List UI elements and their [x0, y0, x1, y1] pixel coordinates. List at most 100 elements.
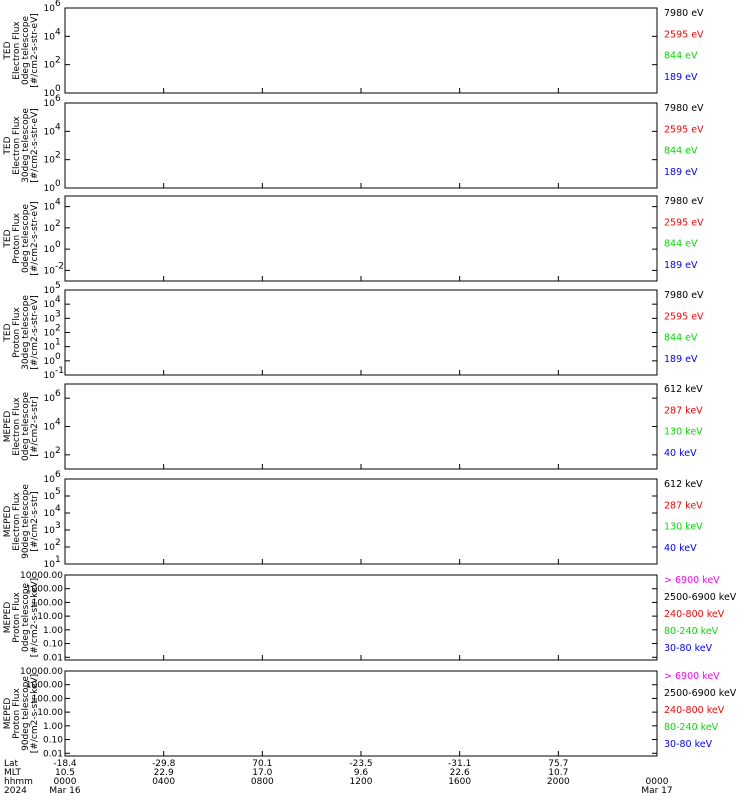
legend-entry: 844 eV	[664, 51, 698, 62]
y-axis-label: TEDProton Flux30deg telescope[#/cm2-s-st…	[3, 295, 40, 370]
y-tick-label: 10	[44, 156, 56, 166]
y-tick-exponent: 4	[55, 198, 61, 208]
y-tick-exponent: 4	[55, 295, 61, 305]
legend-entry: 844 eV	[664, 333, 698, 344]
x-axis-row-label: MLT	[4, 768, 22, 778]
x-tick-label: Mar 16	[49, 786, 81, 796]
y-tick-label: 10	[44, 394, 56, 404]
y-axis-label: TEDElectron Flux30deg telescope[#/cm2-s-…	[3, 108, 40, 183]
x-tick-label: 22.9	[154, 768, 174, 778]
y-tick-label: 10	[44, 509, 56, 519]
x-tick-label: 0800	[251, 777, 274, 787]
y-tick-exponent: 4	[55, 418, 61, 428]
y-tick-exponent: 4	[55, 504, 61, 514]
y-tick-label: 10	[44, 314, 56, 324]
y-tick-exponent: 2	[55, 151, 61, 161]
y-tick-label: 10	[44, 245, 56, 255]
x-tick-label: -23.5	[349, 759, 372, 769]
y-tick-exponent: 6	[55, 470, 61, 480]
x-tick-label: 1200	[350, 777, 373, 787]
y-tick-label: 10	[44, 451, 56, 461]
y-tick-label: 10	[44, 423, 56, 433]
plot-frame	[64, 102, 658, 189]
y-tick-exponent: 2	[55, 538, 61, 548]
legend-entry: 30-80 keV	[664, 739, 713, 750]
legend-entry: 189 eV	[664, 354, 698, 365]
x-tick-label: 70.1	[252, 759, 272, 769]
y-tick-exponent: 3	[55, 521, 61, 531]
y-tick-label: 10	[44, 4, 56, 14]
legend-entry: 130 keV	[664, 522, 703, 533]
y-tick-label: 10.00	[37, 612, 63, 622]
y-tick-exponent: -2	[55, 261, 64, 271]
legend-entry: 189 eV	[664, 167, 698, 178]
y-tick-label: 10	[44, 61, 56, 71]
y-tick-label: 10	[44, 560, 56, 570]
x-axis-row-label: hhmm	[4, 777, 33, 787]
y-tick-label: 10	[44, 357, 56, 367]
legend-entry: 30-80 keV	[664, 643, 713, 654]
legend-entry: 7980 eV	[664, 196, 704, 207]
legend-entry: 287 keV	[664, 500, 703, 511]
legend-entry: 130 keV	[664, 427, 703, 438]
y-tick-exponent: 0	[55, 179, 61, 189]
y-tick-exponent: 0	[55, 84, 61, 94]
plot-frame	[64, 195, 658, 282]
y-tick-label: 1000.00	[26, 585, 63, 595]
legend-entry: > 6900 keV	[664, 575, 720, 586]
y-tick-exponent: 1	[55, 555, 61, 565]
x-tick-label: -18.4	[53, 759, 77, 769]
y-tick-label: 10.00	[37, 708, 63, 718]
y-tick-label: 0.01	[43, 653, 63, 663]
legend-entry: 7980 eV	[664, 103, 704, 114]
y-tick-exponent: -1	[55, 366, 64, 376]
legend-entry: 2500-6900 keV	[664, 592, 737, 603]
x-tick-label: 9.6	[354, 768, 369, 778]
y-axis-label: MEPEDElectron Flux0deg telescope[#/cm2-s…	[3, 392, 40, 462]
y-tick-exponent: 2	[55, 324, 61, 334]
x-tick-label: 2000	[547, 777, 570, 787]
y-tick-exponent: 0	[55, 352, 61, 362]
legend-entry: 844 eV	[664, 239, 698, 250]
legend-entry: 80-240 keV	[664, 722, 719, 733]
plot-frame	[64, 383, 658, 470]
y-tick-label: 10	[44, 203, 56, 213]
y-axis-label: TEDElectron Flux0deg telescope[#/cm2-s-s…	[3, 13, 40, 88]
plot-frame	[64, 670, 658, 757]
legend-entry: 2595 eV	[664, 29, 704, 40]
legend-entry: 240-800 keV	[664, 609, 725, 620]
x-tick-label: -29.8	[152, 759, 176, 769]
y-tick-label: 10	[44, 300, 56, 310]
y-tick-exponent: 2	[55, 446, 61, 456]
y-tick-label: 10	[44, 89, 56, 99]
y-tick-exponent: 4	[55, 122, 61, 132]
y-tick-exponent: 1	[55, 338, 61, 348]
panel-8: 0.01 0.10 1.00 10.00 100.00 1000.00 10000.00ME…	[3, 667, 737, 759]
legend-entry: 7980 eV	[664, 8, 704, 19]
y-tick-label: 10	[44, 329, 56, 339]
plot-frame	[64, 574, 658, 661]
x-tick-label: Mar 17	[641, 786, 672, 796]
y-tick-label: 1000.00	[26, 681, 63, 691]
y-tick-label: 10	[44, 343, 56, 353]
y-tick-label: 1.00	[43, 626, 63, 636]
y-tick-exponent: 4	[55, 27, 61, 37]
y-tick-exponent: 6	[55, 0, 61, 9]
plot-frame	[64, 7, 658, 94]
y-tick-label: 10	[44, 224, 56, 234]
y-tick-label: 100.00	[32, 598, 64, 608]
legend-entry: 287 keV	[664, 405, 703, 416]
y-tick-label: 10	[44, 492, 56, 502]
x-tick-label: 0400	[152, 777, 175, 787]
x-axis-row-label: Lat	[4, 759, 19, 769]
legend-entry: 40 keV	[664, 448, 697, 459]
legend-entry: 2500-6900 keV	[664, 688, 737, 699]
y-tick-label: 10	[44, 266, 56, 276]
y-tick-exponent: 5	[55, 487, 61, 497]
